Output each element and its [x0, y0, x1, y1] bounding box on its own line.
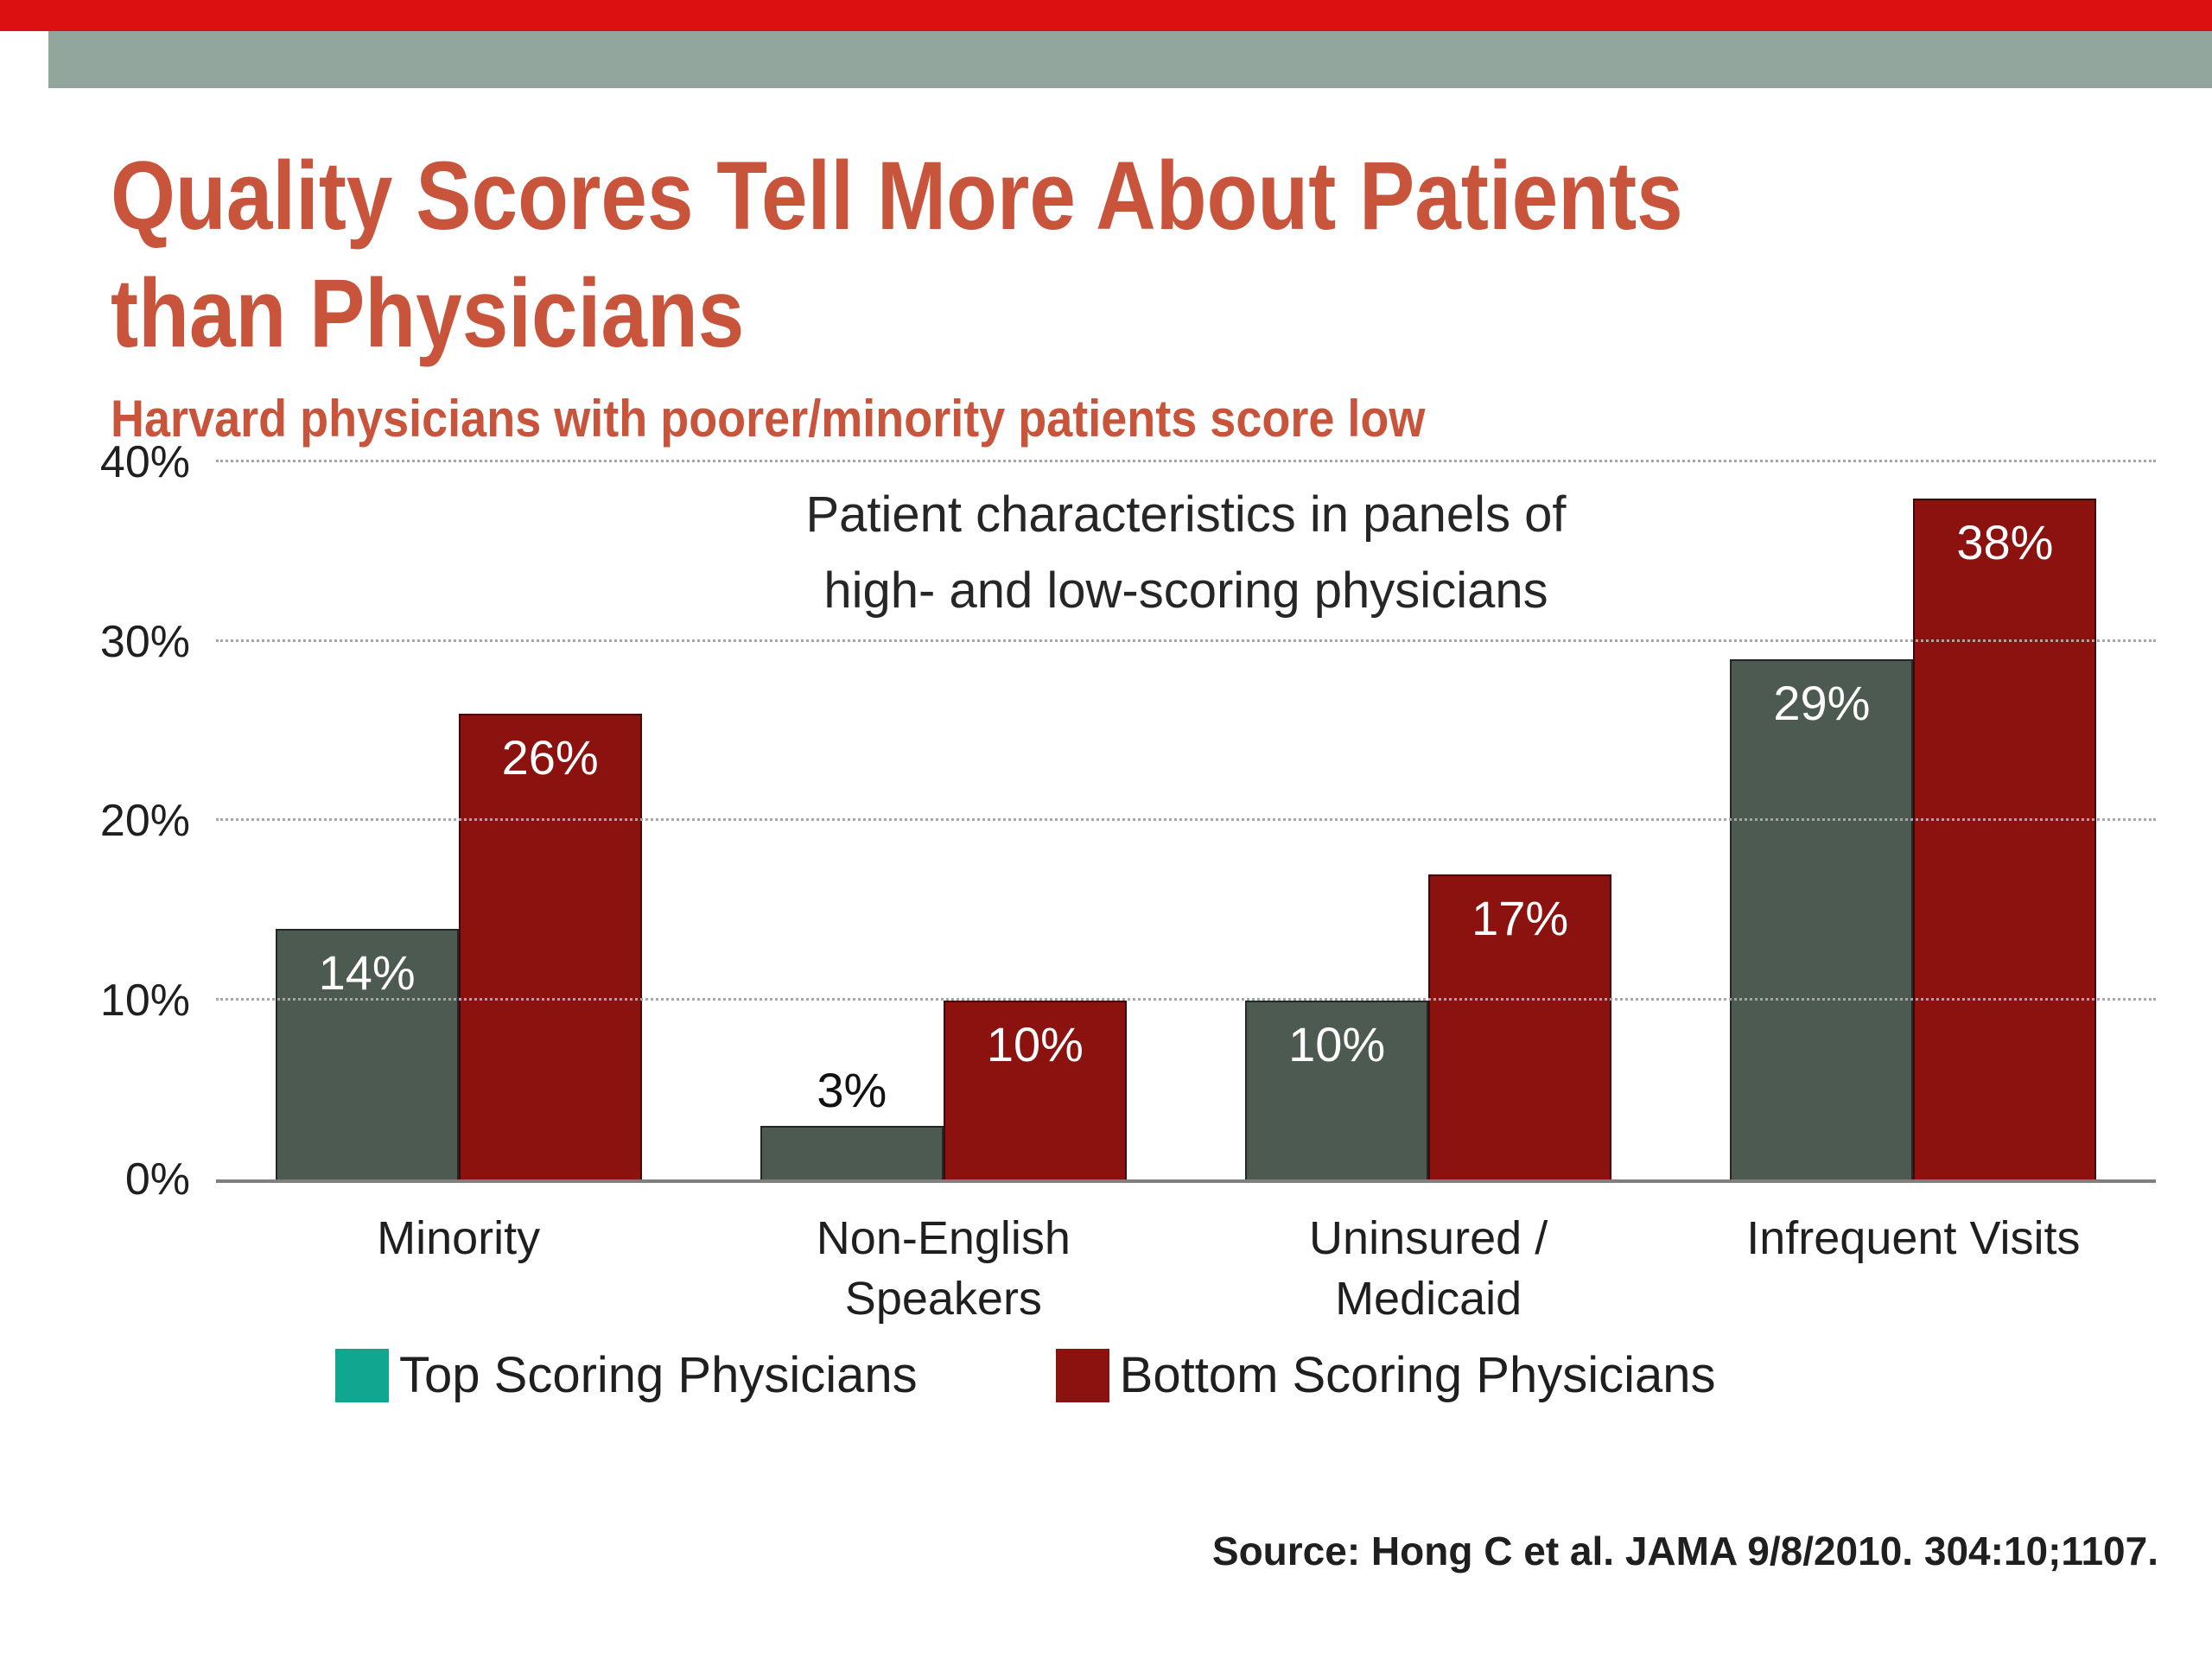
- legend-item-top-scoring: Top Scoring Physicians: [335, 1346, 918, 1404]
- chart-title-line-2: high- and low-scoring physicians: [823, 563, 1548, 619]
- category-label-2: Uninsured / Medicaid: [1309, 1212, 1548, 1325]
- bar-value-label: 10%: [1288, 1016, 1386, 1071]
- y-tick-label: 30%: [99, 616, 190, 667]
- chart-title: Patient characteristics in panels of hig…: [216, 477, 2156, 629]
- y-tick-label: 40%: [99, 437, 190, 487]
- gridline: [216, 997, 2156, 1001]
- bar-value-label: 17%: [1471, 891, 1569, 946]
- bar-value-label: 3%: [817, 1062, 887, 1117]
- y-axis-tick-labels: 0% 10% 20% 30% 40%: [26, 437, 190, 1205]
- chart-title-line-1: Patient characteristics in panels of: [805, 486, 1567, 543]
- slide-title: Quality Scores Tell More About Patients …: [111, 137, 1683, 372]
- bar-bottom-2: 17%: [1428, 874, 1612, 1179]
- gridline: [216, 460, 2156, 462]
- bar-groups: 14% 26% 3% 10% 10% 17% 29% 38%: [216, 462, 2156, 1179]
- slide-title-line-1: Quality Scores Tell More About Patients: [111, 142, 1683, 251]
- gridline: [216, 639, 2156, 642]
- category-label-1: Non-English Speakers: [816, 1212, 1071, 1325]
- plot-area: 14% 26% 3% 10% 10% 17% 29% 38%: [216, 460, 2156, 1183]
- legend-item-bottom-scoring: Bottom Scoring Physicians: [1055, 1346, 1716, 1404]
- bar-top-2: 10%: [1245, 1000, 1429, 1179]
- bar-group-3: 29% 38%: [1671, 462, 2156, 1179]
- top-sage-band: [48, 31, 2212, 88]
- bar-top-0: 14%: [275, 928, 459, 1179]
- bar-bottom-1: 10%: [943, 1000, 1127, 1179]
- bar-top-1: 3%: [760, 1063, 944, 1179]
- bar-group-0: 14% 26%: [216, 462, 701, 1179]
- x-axis-category-labels: Minority Non-English Speakers Uninsured / …: [216, 1208, 2156, 1329]
- source-citation: Source: Hong C et al. JAMA 9/8/2010. 304…: [1211, 1529, 2158, 1573]
- category-label-3: Infrequent Visits: [1746, 1212, 2081, 1264]
- slide-subtitle: Harvard physicians with poorer/minority …: [111, 389, 1426, 448]
- bar-value-label: 38%: [1956, 514, 2054, 569]
- bar-bottom-0: 26%: [458, 713, 642, 1179]
- bar-group-1: 3% 10%: [701, 462, 1185, 1179]
- gridline: [216, 818, 2156, 821]
- legend: Top Scoring Physicians Bottom Scoring Phy…: [335, 1346, 1716, 1404]
- category-label-0: Minority: [377, 1212, 541, 1264]
- bar-top-3: 29%: [1730, 659, 1914, 1179]
- top-red-strip: [0, 0, 2212, 31]
- y-tick-label: 0%: [124, 1154, 190, 1205]
- legend-label: Bottom Scoring Physicians: [1119, 1347, 1716, 1403]
- slide-title-line-2: than Physicians: [111, 259, 745, 368]
- y-tick-label: 10%: [99, 975, 190, 1026]
- bar-value-label: 10%: [986, 1016, 1084, 1071]
- bar-value-label: 14%: [318, 944, 416, 1000]
- bar-bottom-3: 38%: [1913, 498, 2097, 1179]
- legend-label: Top Scoring Physicians: [399, 1347, 918, 1403]
- bar-group-2: 10% 17%: [1186, 462, 1671, 1179]
- bar-value-label: 29%: [1773, 676, 1871, 731]
- legend-swatch-icon: [335, 1348, 389, 1402]
- bar-value-label: 26%: [501, 729, 599, 785]
- y-tick-label: 20%: [99, 796, 190, 846]
- legend-swatch-icon: [1055, 1348, 1109, 1402]
